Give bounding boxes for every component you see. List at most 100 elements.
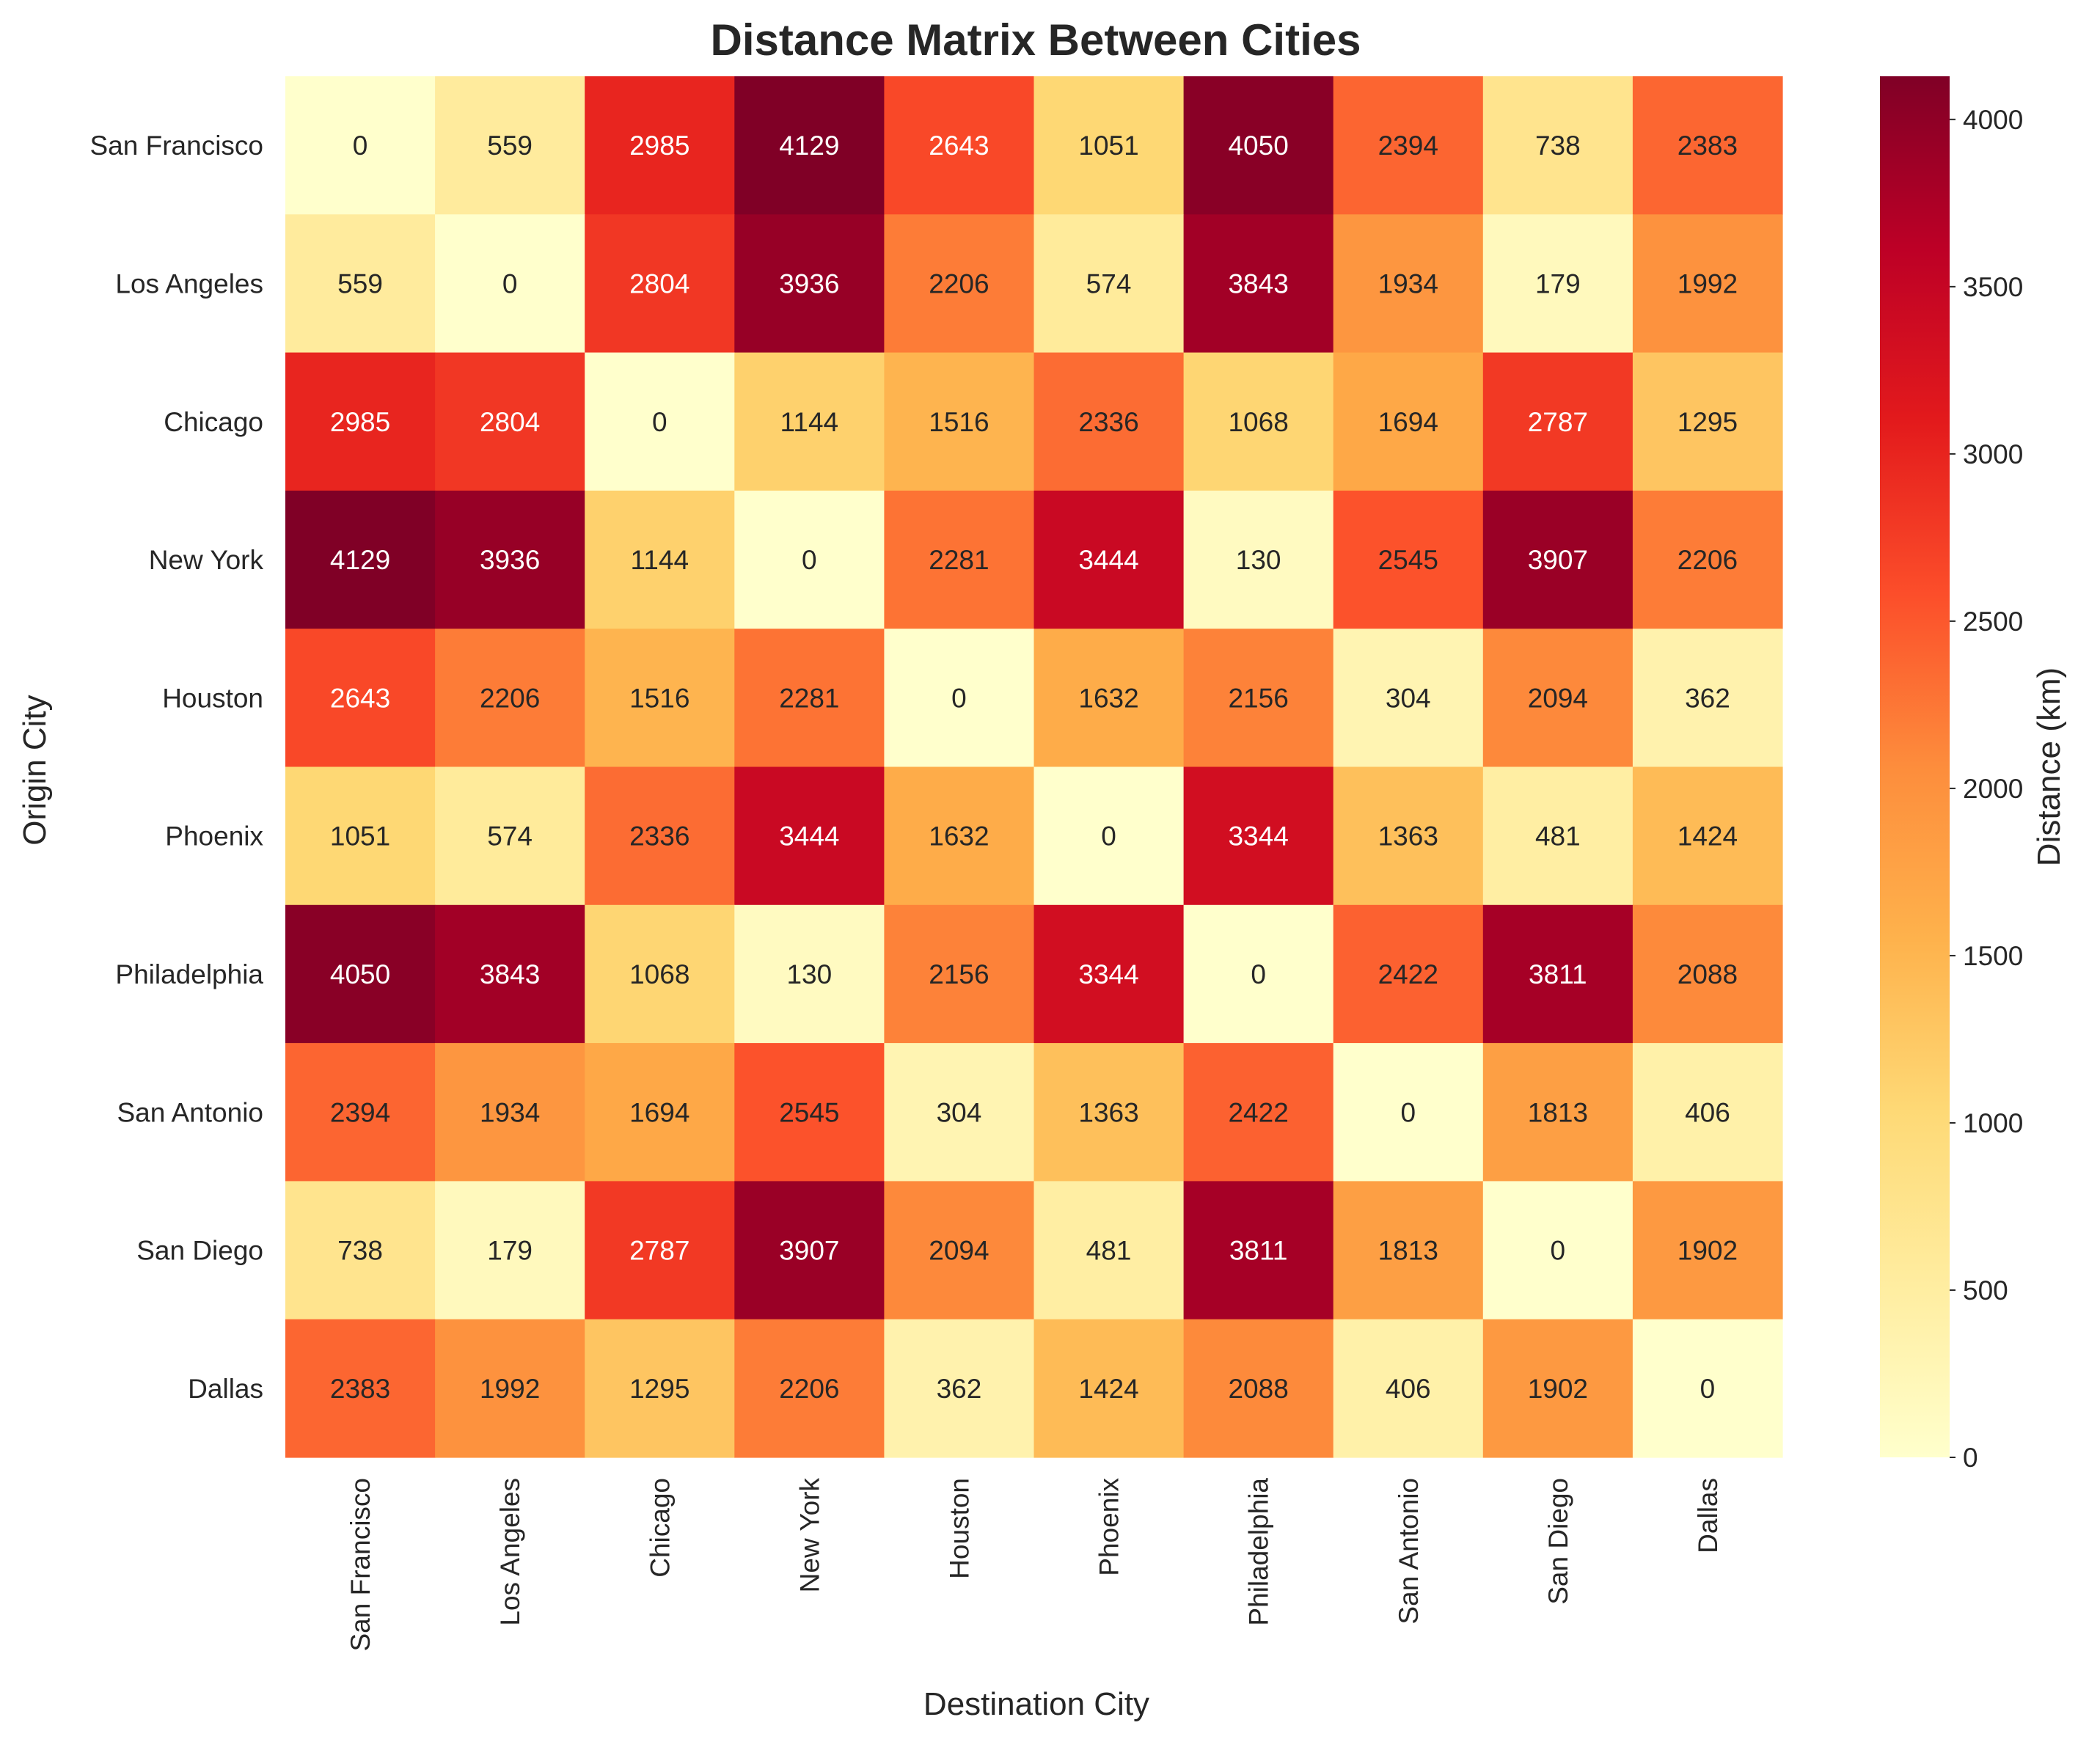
heatmap-cell — [1482, 629, 1633, 768]
colorbar-tick-label: 2500 — [1963, 607, 2023, 637]
colorbar-tick-label: 4000 — [1963, 105, 2023, 135]
colorbar-ticks: 0 500 1000 1500 2000 2500 3000 3500 4000 — [1950, 105, 2023, 1473]
cell-value-label: 0 — [1700, 1374, 1716, 1404]
heatmap-cell — [1632, 1319, 1783, 1458]
cell-value-label: 1144 — [780, 407, 839, 437]
heatmap-cell — [585, 1043, 735, 1182]
heatmap-cell — [1482, 490, 1633, 629]
cell-value-label: 1902 — [1528, 1374, 1588, 1404]
cell-value-label: 3444 — [1078, 545, 1138, 575]
x-axis-label: Destination City — [923, 1686, 1149, 1722]
cell-value-label: 1992 — [1678, 268, 1738, 299]
heatmap-cell — [1482, 352, 1633, 491]
column-tick-label: Los Angeles — [495, 1478, 525, 1626]
heatmap-cell — [285, 1181, 436, 1320]
cell-value-label: 130 — [1236, 545, 1281, 575]
cell-value-label: 481 — [1086, 1236, 1132, 1266]
cell-value-label: 179 — [487, 1236, 533, 1266]
cell-value-label: 1068 — [629, 959, 689, 989]
cell-value-label: 2787 — [1528, 407, 1588, 437]
heatmap-cell — [1632, 490, 1783, 629]
heatmap-cell — [285, 629, 436, 768]
cell-value-label: 2985 — [629, 131, 689, 161]
row-tick-label: San Francisco — [90, 131, 264, 161]
heatmap-cell — [1033, 629, 1185, 768]
row-tick-label: San Diego — [136, 1236, 263, 1266]
column-tick-label: San Francisco — [345, 1478, 376, 1652]
cell-value-label: 1295 — [1678, 407, 1738, 437]
heatmap-cell — [1183, 1043, 1334, 1182]
heatmap-cell — [435, 1043, 585, 1182]
heatmap-cell — [734, 352, 885, 491]
heatmap-cell — [884, 1043, 1035, 1182]
heatmap-cell — [884, 1319, 1035, 1458]
heatmap-cell — [734, 1181, 885, 1320]
heatmap-cell — [435, 214, 585, 354]
column-tick-label: New York — [794, 1478, 824, 1593]
column-tick-label: Philadelphia — [1244, 1478, 1274, 1626]
cell-value-label: 0 — [951, 683, 967, 713]
heatmap-cell — [884, 352, 1035, 491]
row-tick-label: New York — [149, 545, 264, 575]
heatmap-cell — [884, 904, 1035, 1044]
heatmap-cell — [884, 629, 1035, 768]
heatmap-cells: 0 559 2985 4129 2643 1051 4050 2394 738 2383 559 0 2… — [285, 76, 1783, 1458]
heatmap-cell — [884, 1181, 1035, 1320]
cell-value-label: 1632 — [1078, 683, 1138, 713]
heatmap-cell — [585, 214, 735, 354]
cell-value-label: 0 — [502, 268, 518, 299]
heatmap-cell — [585, 904, 735, 1044]
heatmap-cell — [435, 629, 585, 768]
heatmap-cell — [1033, 766, 1185, 906]
heatmap-cell — [1033, 490, 1185, 629]
cell-value-label: 406 — [1685, 1097, 1730, 1127]
cell-value-label: 0 — [802, 545, 817, 575]
cell-value-label: 1516 — [629, 683, 689, 713]
column-tick-label: San Diego — [1543, 1478, 1573, 1605]
cell-value-label: 574 — [487, 821, 533, 852]
heatmap-cell — [1333, 214, 1484, 354]
cell-value-label: 3344 — [1228, 821, 1288, 852]
cell-value-label: 1934 — [1378, 268, 1438, 299]
cell-value-label: 2281 — [779, 683, 839, 713]
heatmap-cell — [1632, 904, 1783, 1044]
heatmap-cell — [734, 904, 885, 1044]
cell-value-label: 0 — [1551, 1236, 1566, 1266]
heatmap-cell — [734, 76, 885, 215]
cell-value-label: 2383 — [330, 1374, 390, 1404]
heatmap-cell — [1183, 490, 1334, 629]
cell-value-label: 1992 — [480, 1374, 540, 1404]
y-axis-label: Origin City — [17, 695, 53, 845]
heatmap-cell — [1333, 352, 1484, 491]
heatmap-cell — [884, 76, 1035, 215]
heatmap-cell — [1033, 1043, 1185, 1182]
cell-value-label: 2336 — [629, 821, 689, 852]
heatmap-cell — [585, 766, 735, 906]
cell-value-label: 3811 — [1529, 959, 1587, 989]
cell-value-label: 4129 — [330, 545, 390, 575]
cell-value-label: 0 — [353, 131, 368, 161]
cell-value-label: 2156 — [1228, 683, 1288, 713]
chart-title: Distance Matrix Between Cities — [711, 15, 1361, 65]
heatmap-cell — [1183, 352, 1334, 491]
cell-value-label: 1934 — [480, 1097, 540, 1127]
cell-value-label: 3811 — [1229, 1236, 1288, 1266]
cell-value-label: 3843 — [1228, 268, 1288, 299]
heatmap-cell — [285, 1043, 436, 1182]
cell-value-label: 1051 — [330, 821, 390, 852]
cell-value-label: 2206 — [779, 1374, 839, 1404]
heatmap-cell — [1632, 352, 1783, 491]
heatmap-cell — [1033, 76, 1185, 215]
cell-value-label: 3936 — [480, 545, 540, 575]
cell-value-label: 2206 — [1678, 545, 1738, 575]
cell-value-label: 4050 — [330, 959, 390, 989]
cell-value-label: 1813 — [1378, 1236, 1438, 1266]
heatmap-cell — [1033, 1319, 1185, 1458]
cell-value-label: 2643 — [330, 683, 390, 713]
row-tick-label: Chicago — [164, 407, 263, 437]
heatmap-cell — [585, 1319, 735, 1458]
cell-value-label: 304 — [937, 1097, 982, 1127]
heatmap-cell — [884, 214, 1035, 354]
